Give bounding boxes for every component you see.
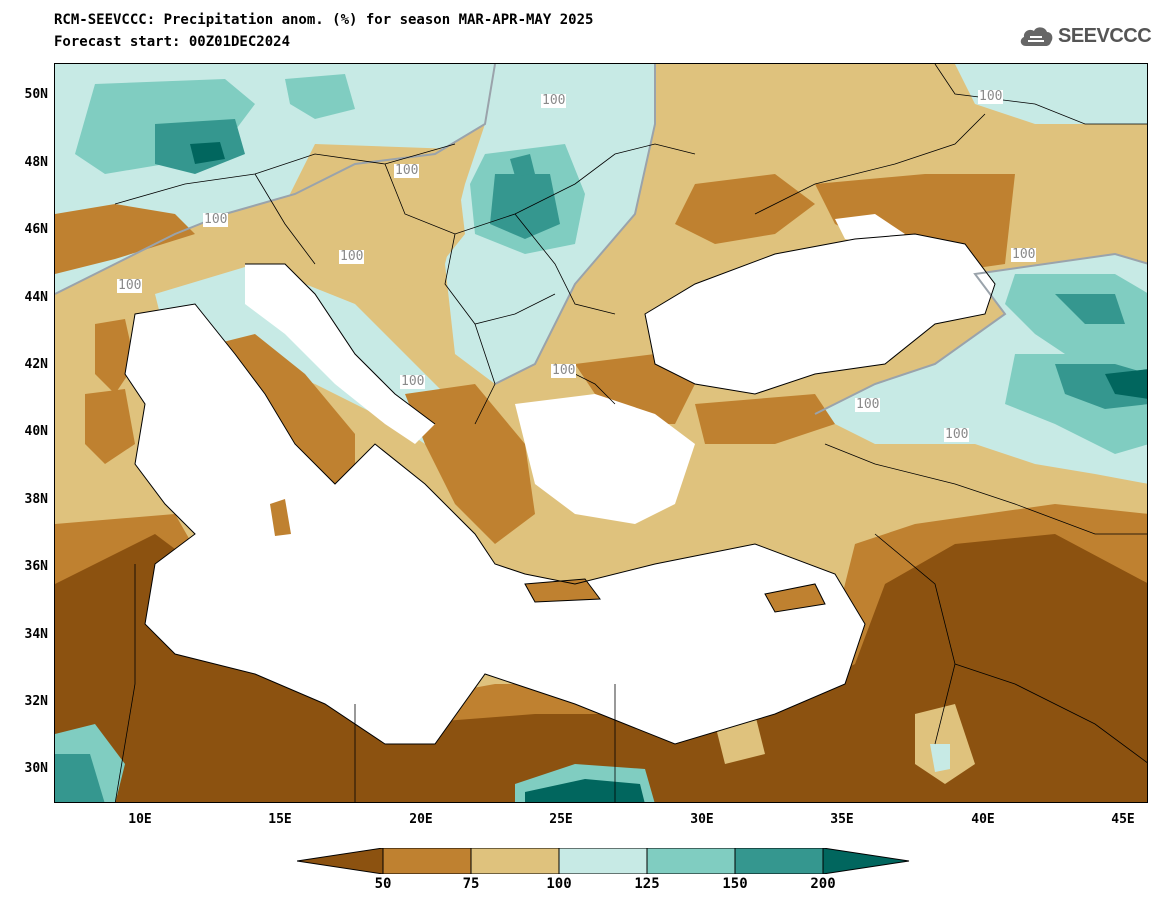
precipitation-anomaly-map: [54, 63, 1148, 803]
lat-label: 48N: [24, 155, 48, 170]
legend-colorbar: [297, 848, 910, 874]
lat-label: 50N: [24, 87, 48, 102]
contour-label: 100: [400, 374, 426, 389]
contour-label: 100: [117, 278, 143, 293]
contour-label: 100: [1011, 247, 1037, 262]
contour-label: 100: [551, 363, 577, 378]
map-title: RCM-SEEVCCC: Precipitation anom. (%) for…: [54, 12, 594, 28]
legend-swatch-75-100: [470, 848, 560, 874]
lat-label: 30N: [24, 761, 48, 776]
lon-label: 40E: [971, 812, 995, 827]
lat-label: 38N: [24, 492, 48, 507]
contour-label: 100: [203, 212, 229, 227]
map-canvas: [55, 64, 1147, 802]
lat-label: 32N: [24, 694, 48, 709]
lon-label: 30E: [690, 812, 714, 827]
legend-swatch-150-200: [734, 848, 824, 874]
lat-label: 42N: [24, 357, 48, 372]
contour-label: 100: [339, 249, 365, 264]
lon-label: 15E: [268, 812, 292, 827]
cloud-icon: [1020, 27, 1053, 46]
lon-label: 10E: [128, 812, 152, 827]
contour-label: 100: [541, 93, 567, 108]
legend-tick-label: 200: [810, 876, 836, 892]
lat-label: 44N: [24, 290, 48, 305]
legend-tick-label: 100: [546, 876, 572, 892]
lat-label: 36N: [24, 559, 48, 574]
legend-swatch-50-75: [382, 848, 472, 874]
seevccc-logo: SEEVCCC: [1018, 22, 1152, 50]
contour-label: 100: [978, 89, 1004, 104]
lat-label: 34N: [24, 627, 48, 642]
lon-label: 35E: [830, 812, 854, 827]
contour-label: 100: [394, 163, 420, 178]
legend-tick-label: 50: [374, 876, 392, 892]
legend-swatch-above-200: [822, 848, 910, 874]
legend-swatch-125-150: [646, 848, 736, 874]
forecast-start-subtitle: Forecast start: 00Z01DEC2024: [54, 34, 291, 50]
legend-tick-label: 125: [634, 876, 660, 892]
legend-swatch-below-50: [297, 848, 384, 874]
contour-label: 100: [855, 397, 881, 412]
logo-text: SEEVCCC: [1058, 24, 1152, 47]
legend-tick-label: 75: [462, 876, 480, 892]
legend-tick-label: 150: [722, 876, 748, 892]
contour-label: 100: [944, 427, 970, 442]
legend-swatch-100-125: [558, 848, 648, 874]
lon-label: 45E: [1111, 812, 1135, 827]
lon-label: 25E: [549, 812, 573, 827]
lat-label: 46N: [24, 222, 48, 237]
lat-label: 40N: [24, 424, 48, 439]
lon-label: 20E: [409, 812, 433, 827]
